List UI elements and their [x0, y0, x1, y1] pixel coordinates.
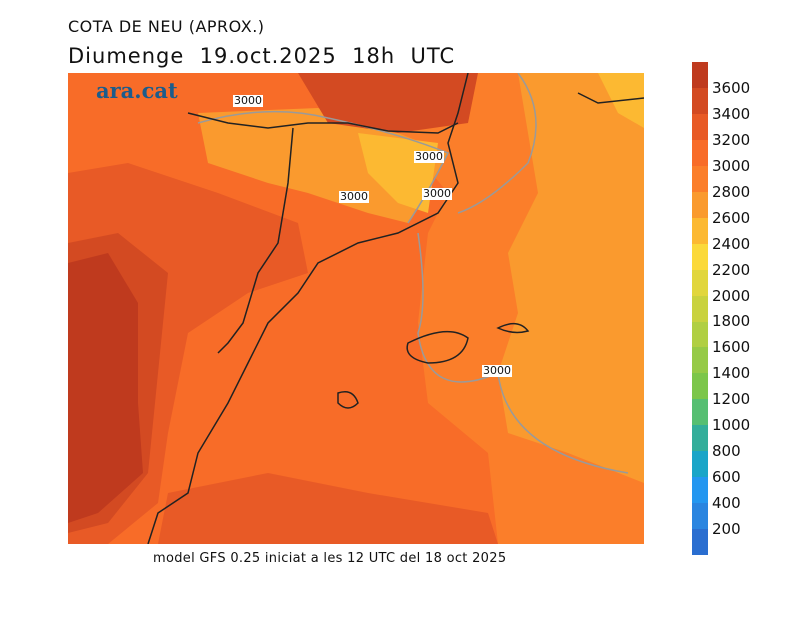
- colorbar-segment: [692, 217, 708, 244]
- colorbar-label: 600: [712, 468, 741, 487]
- colorbar-segment: [692, 191, 708, 218]
- colorbar-segment: [692, 295, 708, 322]
- colorbar-label: 3400: [712, 104, 751, 123]
- contour-label: 3000: [414, 150, 444, 163]
- colorbar-segment: [692, 399, 708, 426]
- ara-cat-logo: ara.cat: [96, 78, 178, 103]
- colorbar-label: 1400: [712, 364, 751, 383]
- colorbar-label: 1600: [712, 338, 751, 357]
- colorbar-label: 800: [712, 442, 741, 461]
- colorbar-label: 3200: [712, 130, 751, 149]
- colorbar-label: 200: [712, 520, 741, 539]
- colorbar-label: 1000: [712, 416, 751, 435]
- colorbar-label: 3600: [712, 78, 751, 97]
- colorbar-segment: [692, 529, 708, 556]
- zone-2600-east: [498, 73, 644, 483]
- colorbar-segment: [692, 243, 708, 270]
- contour-label: 3000: [233, 94, 263, 107]
- colorbar-segment: [692, 425, 708, 452]
- snow-level-map: [68, 73, 644, 544]
- contour-label: 3000: [422, 187, 452, 200]
- map-date: Diumenge 19.oct.2025 18h UTC: [68, 44, 456, 68]
- colorbar-segment: [692, 87, 708, 114]
- model-info-footer: model GFS 0.25 iniciat a les 12 UTC del …: [153, 551, 507, 566]
- colorbar-segment: [692, 113, 708, 140]
- colorbar: [692, 62, 708, 556]
- colorbar-segment: [692, 373, 708, 400]
- colorbar-segment: [692, 139, 708, 166]
- colorbar-segment: [692, 477, 708, 504]
- colorbar-label: 2800: [712, 182, 751, 201]
- contour-3000-lines: [197, 73, 629, 474]
- colorbar-segment: [692, 503, 708, 530]
- zone-3400-north: [298, 73, 478, 133]
- contour-label: 3000: [482, 364, 512, 377]
- colorbar-segment: [692, 62, 708, 88]
- zone-3600-west: [68, 253, 143, 523]
- colorbar-label: 3000: [712, 156, 751, 175]
- colorbar-label: 2600: [712, 208, 751, 227]
- colorbar-label: 1800: [712, 312, 751, 331]
- colorbar-segment: [692, 165, 708, 192]
- colorbar-label: 2000: [712, 286, 751, 305]
- map-title: COTA DE NEU (APROX.): [68, 17, 265, 36]
- colorbar-label: 2400: [712, 234, 751, 253]
- colorbar-label: 1200: [712, 390, 751, 409]
- coastline-borders: [147, 73, 644, 544]
- contour-label: 3000: [339, 190, 369, 203]
- colorbar-segment: [692, 451, 708, 478]
- colorbar-segment: [692, 321, 708, 348]
- colorbar-label: 400: [712, 494, 741, 513]
- colorbar-segment: [692, 269, 708, 296]
- colorbar-segment: [692, 347, 708, 374]
- zone-3200-south: [158, 473, 498, 544]
- colorbar-label: 2200: [712, 260, 751, 279]
